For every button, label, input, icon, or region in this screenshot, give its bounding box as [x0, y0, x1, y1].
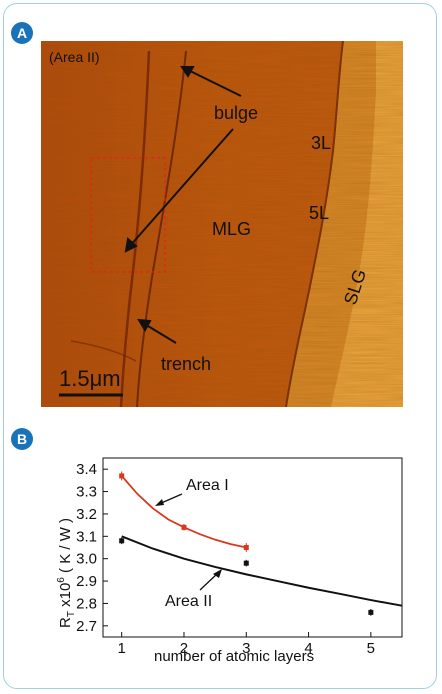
- data-point-s2-2: [368, 609, 374, 615]
- fit-line-2: [121, 535, 403, 607]
- area-ii-arrowhead: [213, 569, 222, 578]
- y-axis-label-main: R: [57, 617, 74, 628]
- y-tick-label-7: 3.4: [76, 461, 97, 478]
- y-tick-label-0: 2.7: [76, 618, 97, 635]
- y-axis-label-sub: T: [66, 611, 77, 617]
- area-label: (Area II): [49, 49, 100, 65]
- plot-frame: [102, 457, 403, 638]
- data-point-s1-0: [119, 473, 125, 479]
- svg-text:RT x106 ( K / W ): RT x106 ( K / W ): [56, 518, 77, 628]
- y-tick-label-3: 3.0: [76, 551, 97, 568]
- trench-label: trench: [161, 354, 212, 374]
- y-axis-label-rest: x10: [57, 583, 74, 611]
- panel-b-badge: B: [11, 428, 33, 450]
- x-axis-label: number of atomic layers: [154, 648, 314, 665]
- area-ii-arrow: [199, 572, 219, 591]
- data-point-s2-1: [243, 560, 249, 566]
- area-i-label: Area I: [186, 477, 229, 494]
- x-tick-label-3: 4: [304, 640, 312, 657]
- afm-topography: [41, 41, 403, 407]
- x-tick-label-2: 3: [242, 640, 250, 657]
- data-point-s1-1: [181, 524, 187, 530]
- y-tick-label-5: 3.2: [76, 506, 97, 523]
- area-i-arrowhead: [155, 499, 164, 506]
- x-tick-label-1: 2: [180, 640, 188, 657]
- panel-a-badge: A: [11, 22, 33, 44]
- x-tick-label-0: 1: [118, 640, 126, 657]
- data-point-s2-0: [119, 538, 125, 544]
- scalebar-label: 1.5μm: [59, 366, 121, 391]
- y-tick-label-6: 3.3: [76, 484, 97, 501]
- y-tick-label-4: 3.1: [76, 528, 97, 545]
- y-axis-label: RT x106 ( K / W ): [56, 518, 77, 628]
- 5l-label: 5L: [309, 203, 330, 223]
- y-tick-label-2: 2.9: [76, 573, 97, 590]
- y-axis-label-unit: ( K / W ): [57, 518, 74, 577]
- x-tick-label-4: 5: [367, 640, 375, 657]
- area-ii-label: Area II: [165, 593, 212, 610]
- thermal-resistance-chart: 2.7 2.8 2.9 3.0 3.1 3.2 3.3 3.4 1 2 3 4 5 Area I Ar…: [56, 457, 403, 665]
- data-point-s1-2: [243, 545, 249, 550]
- bulge-label: bulge: [214, 103, 259, 123]
- afm-image: (Area II) bulge 3L 5L MLG SLG trench 1.5…: [41, 41, 403, 407]
- 3l-label: 3L: [311, 133, 332, 153]
- y-tick-label-1: 2.8: [76, 595, 97, 612]
- mlg-label: MLG: [212, 219, 252, 239]
- y-axis-label-sup: 6: [56, 577, 67, 583]
